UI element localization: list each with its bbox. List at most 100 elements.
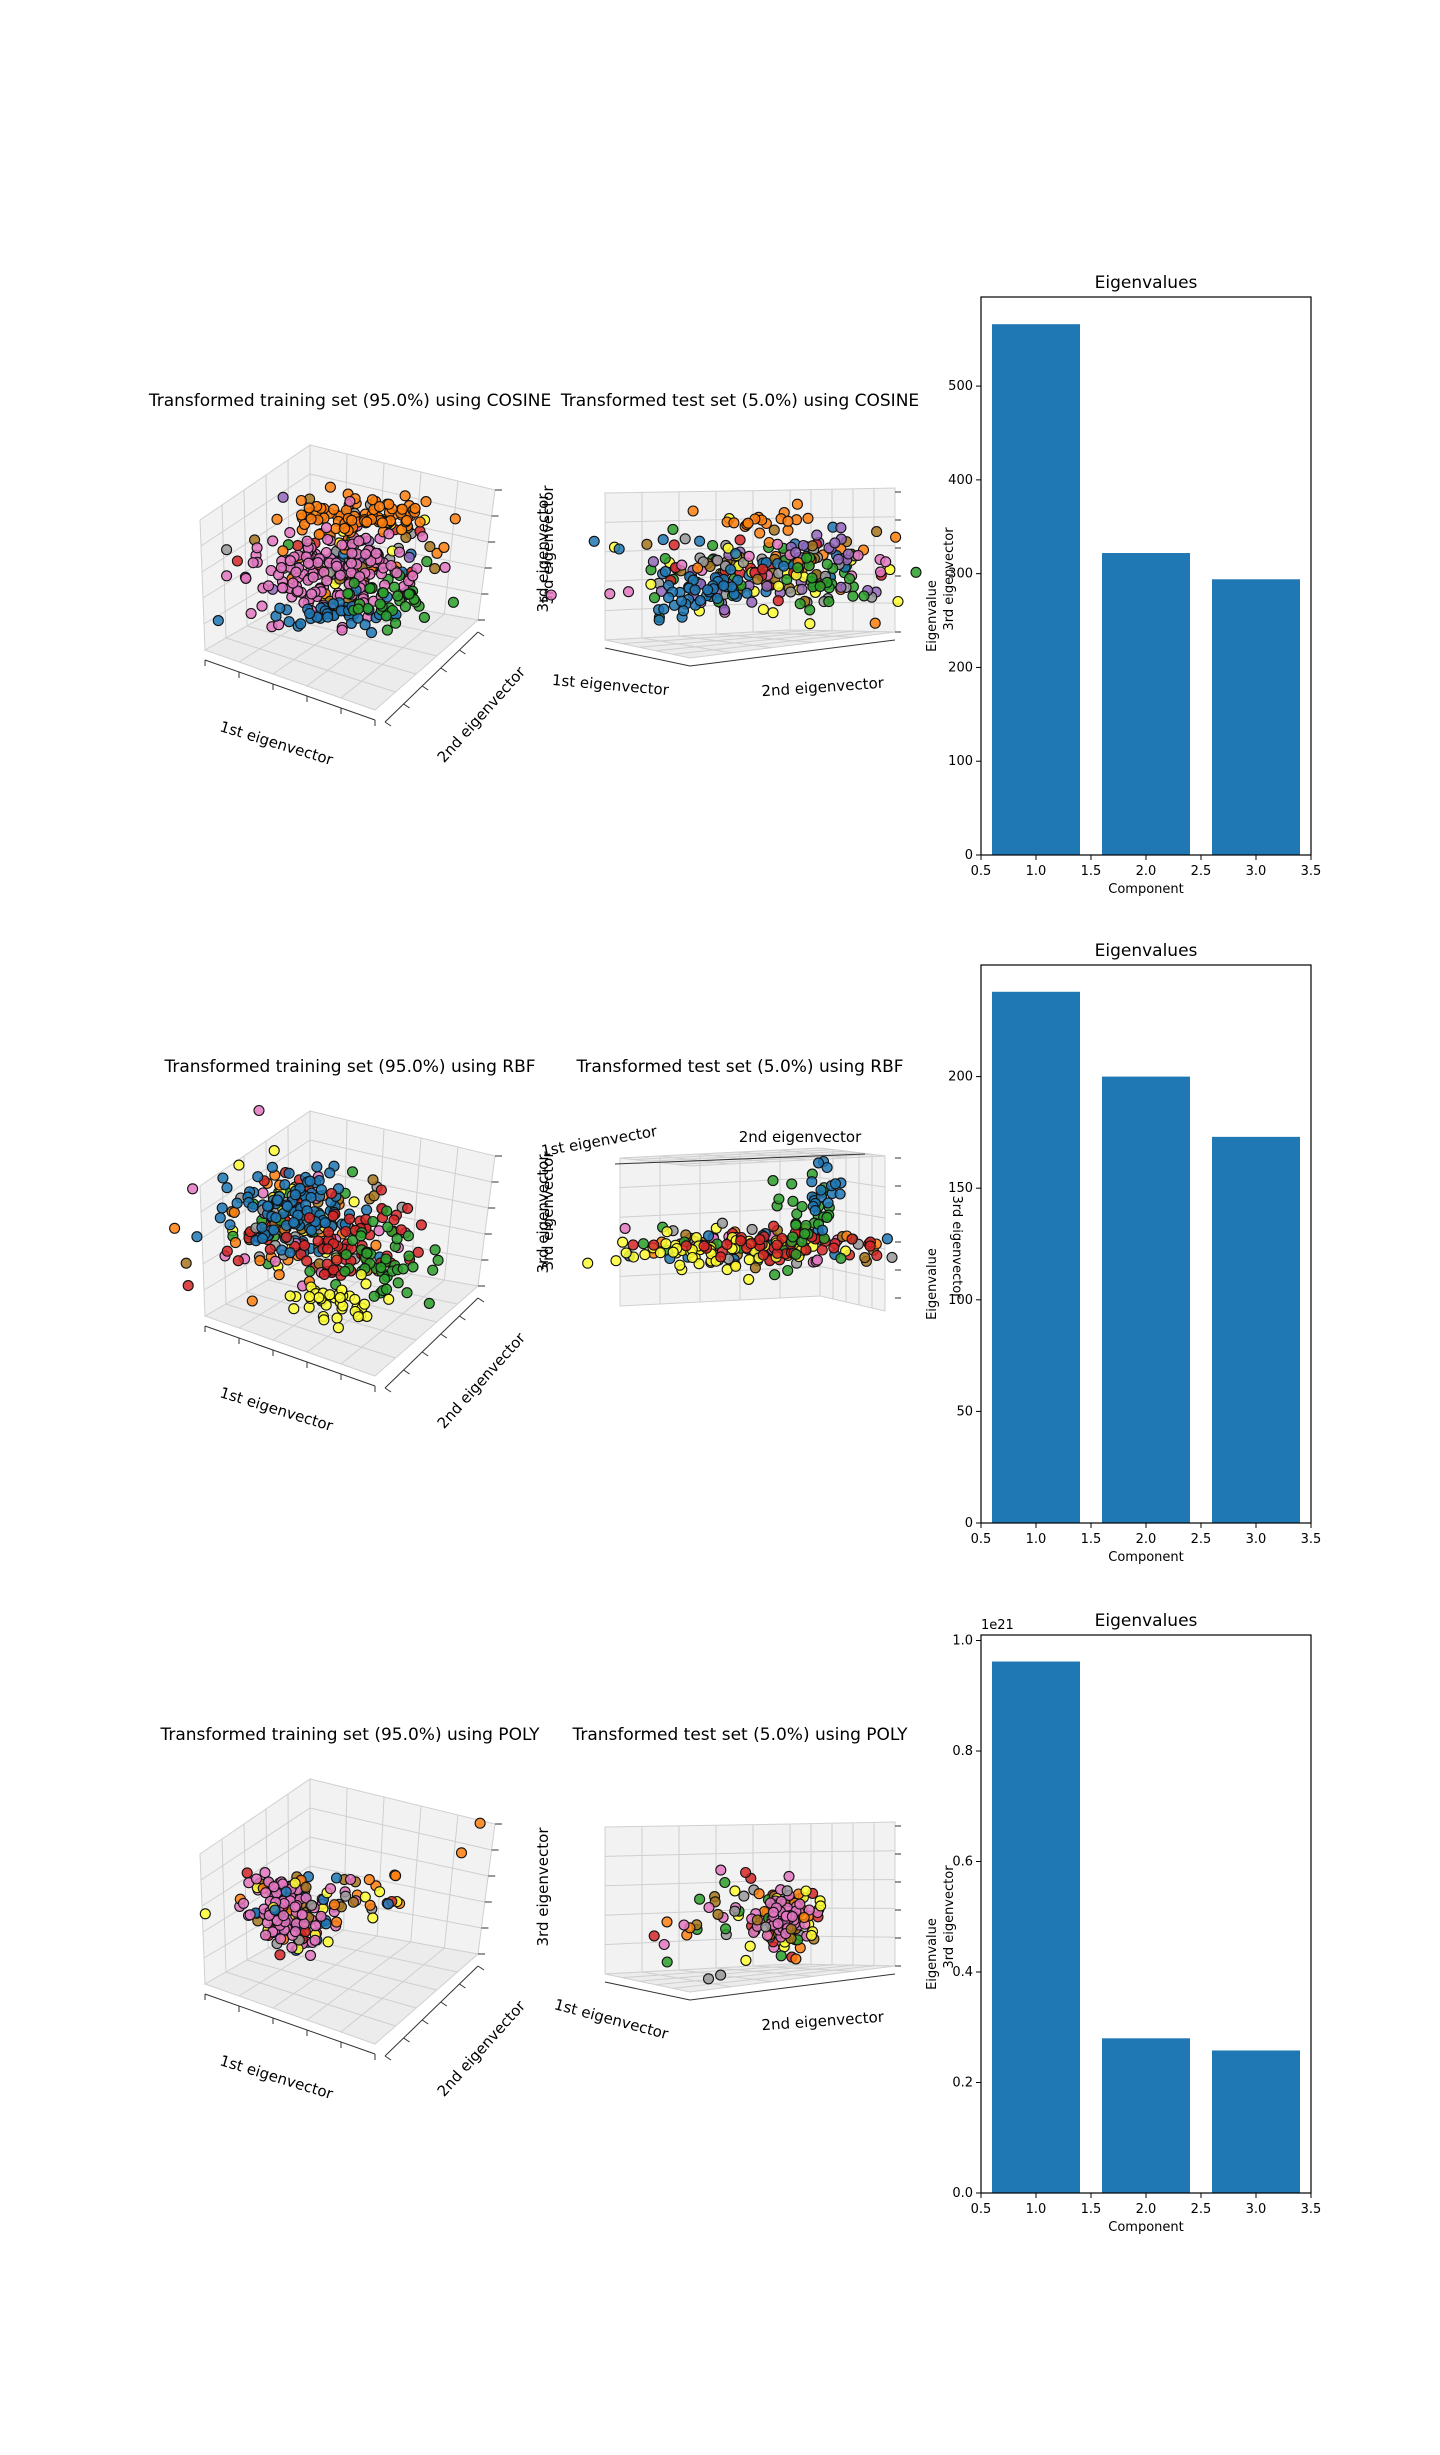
x-axis-label: Component	[1108, 2220, 1183, 2235]
scatter-point	[754, 527, 766, 539]
scatter-point	[313, 1175, 325, 1187]
scatter-point	[661, 1916, 673, 1928]
scatter-point	[668, 539, 680, 551]
scatter-point	[339, 1265, 351, 1277]
grid-line	[752, 1965, 855, 1972]
scatter-point	[306, 1899, 318, 1911]
scatter-point	[224, 1219, 236, 1231]
grid-line	[715, 1967, 814, 1977]
scatter-point	[794, 1898, 806, 1910]
scatter-point	[268, 1145, 280, 1157]
scatter-point	[812, 1157, 825, 1169]
scatter-point	[322, 1936, 334, 1948]
scatter-point	[771, 1239, 783, 1251]
y-tick-label: 200	[948, 660, 973, 675]
scatter-point	[358, 1298, 371, 1310]
scatter-point	[295, 618, 307, 630]
x-tick-label: 1.0	[1026, 2202, 1047, 2217]
scatter-point	[399, 601, 411, 613]
panel-title: Transformed training set (95.0%) using P…	[159, 1725, 540, 1745]
scatter-point	[340, 1225, 352, 1238]
scatter-point	[292, 585, 304, 597]
scatter-point	[754, 1234, 766, 1246]
scatter-point	[324, 481, 336, 493]
grid-line	[638, 1964, 833, 1982]
scatter-point	[735, 1235, 747, 1247]
scatter-point	[743, 1273, 755, 1285]
y-tick-label: 100	[948, 1293, 973, 1308]
scatter-point	[320, 522, 333, 534]
y-axis-label: 2nd eigenvector	[761, 674, 885, 701]
y-axis-line	[689, 1973, 896, 2001]
y-axis-label: 2nd eigenvector	[739, 1128, 862, 1146]
scatter-point	[828, 1242, 840, 1254]
scatter-point	[322, 611, 334, 623]
scatter-point	[331, 560, 343, 572]
scatter-point	[707, 539, 719, 552]
y-tick-label: 0.2	[952, 2076, 973, 2091]
scatter-point	[718, 604, 730, 616]
scatter-point	[715, 1864, 727, 1876]
scatter-point	[254, 1255, 266, 1267]
scatter-point	[617, 1236, 629, 1248]
scatter-point	[667, 1246, 679, 1258]
scatter-point	[692, 562, 704, 574]
scatter-point	[279, 1179, 291, 1191]
scatter-point	[375, 1261, 387, 1274]
scatter-point	[645, 578, 657, 590]
x-axis-label: 1st eigenvector	[218, 1383, 336, 1435]
scatter-point	[303, 502, 315, 514]
scatter-point	[858, 590, 870, 602]
scatter-point	[423, 1297, 435, 1309]
axis-tick	[477, 1297, 485, 1303]
scatter-point	[659, 566, 671, 578]
scatter-point	[663, 592, 675, 604]
bar-component-3	[1212, 1136, 1300, 1523]
scatter-point	[241, 1867, 253, 1879]
scatter-point	[822, 1197, 834, 1209]
grid-line	[675, 1153, 873, 1165]
scatter-point	[660, 1238, 672, 1250]
scatter-point	[318, 1268, 330, 1280]
scatter-point	[363, 1874, 375, 1886]
scatter-point	[835, 522, 847, 534]
scatter-point	[785, 1923, 797, 1935]
x-tick-label: 0.5	[971, 864, 992, 879]
scatter-point	[340, 1249, 352, 1261]
scatter-point	[368, 1190, 380, 1202]
scatter-point	[767, 1906, 779, 1918]
scatter-point	[268, 1881, 280, 1893]
scatter-point	[722, 542, 734, 554]
axis-tick	[403, 1369, 410, 1375]
scatter-point	[367, 1215, 379, 1228]
scatter-point	[790, 1219, 802, 1231]
scatter-point	[771, 538, 784, 550]
scatter-point	[383, 498, 395, 510]
scatter-point	[276, 582, 289, 594]
grid-line	[340, 1947, 445, 2033]
scatter-point	[388, 1214, 400, 1226]
scatter-point	[804, 604, 816, 616]
z-axis-label: 3rd eigenvector	[539, 485, 557, 605]
scatter-point	[312, 557, 324, 569]
scatter-point	[702, 584, 714, 596]
scatter-point	[392, 590, 404, 602]
scatter-point	[775, 1950, 787, 1962]
scatter-point	[782, 524, 794, 536]
scatter-point	[305, 1191, 317, 1203]
bar-component-2	[1102, 1076, 1190, 1523]
scatter-point	[199, 1908, 211, 1920]
scatter-point	[313, 528, 325, 540]
scatter-point	[787, 1231, 799, 1243]
scatter-point	[421, 556, 433, 568]
scatter-point	[749, 1262, 761, 1274]
grid-line	[641, 637, 732, 654]
scatter-point	[647, 556, 659, 568]
scatter-point	[474, 1817, 486, 1829]
scatter-point	[385, 559, 397, 572]
scatter-point	[403, 551, 415, 563]
scatter-point	[619, 1222, 631, 1234]
y-tick-label: 0.4	[952, 1965, 973, 1980]
scatter-point	[834, 1188, 846, 1200]
